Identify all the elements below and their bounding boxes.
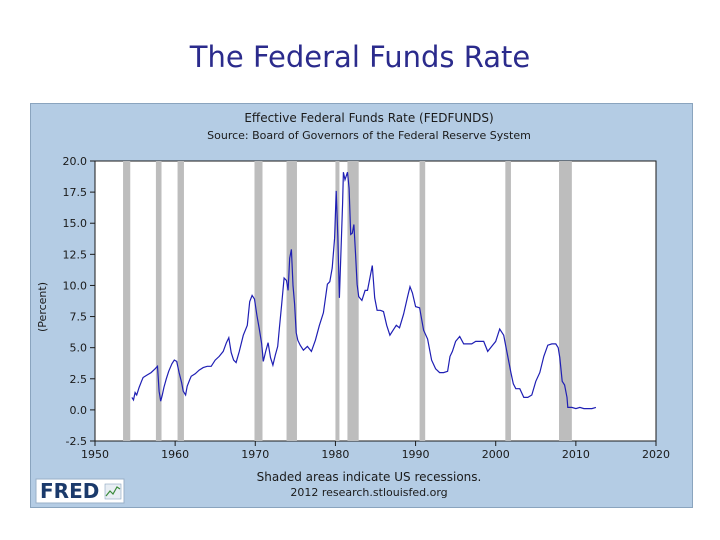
x-tick-label: 2010 [562,448,590,461]
recession-band [559,161,572,441]
recession-shading [123,161,572,441]
y-tick-label: 5.0 [70,342,88,355]
fred-logo-text: FRED [40,479,99,503]
chart-subtitle: Source: Board of Governors of the Federa… [207,129,531,142]
fred-logo: FRED [35,478,125,504]
recession-band [347,161,359,441]
y-tick-label: 20.0 [63,155,88,168]
recession-band [177,161,184,441]
y-tick-label: 0.0 [70,404,88,417]
y-tick-label: 2.5 [70,373,88,386]
fred-logo-chart-icon [104,483,122,500]
y-tick-label: 10.0 [63,279,88,292]
x-tick-label: 1960 [161,448,189,461]
x-tick-label: 1990 [402,448,430,461]
axes: 20.0 17.5 15.0 12.5 10.0 7.5 5.0 2.5 0.0 -2.51950… [63,155,671,461]
recession-band [286,161,297,441]
recession-band [123,161,131,441]
chart-title: Effective Federal Funds Rate (FEDFUNDS) [244,111,493,125]
chart-panel: Effective Federal Funds Rate (FEDFUNDS) … [30,103,693,508]
y-tick-label: 12.5 [63,248,88,261]
slide-title: The Federal Funds Rate [189,40,531,74]
credit-line: 2012 research.stlouisfed.org [290,486,447,499]
y-tick-label: 17.5 [63,186,88,199]
y-axis-label: (Percent) [36,282,49,332]
recession-band [505,161,511,441]
recession-band [335,161,340,441]
x-tick-label: 1970 [241,448,269,461]
fedfunds-line [131,172,597,410]
recession-band [254,161,263,441]
y-tick-label: 7.5 [70,311,88,324]
y-tick-label: -2.5 [66,435,87,448]
recession-band [419,161,426,441]
x-tick-label: 1980 [321,448,349,461]
x-tick-label: 2020 [642,448,670,461]
recession-footnote: Shaded areas indicate US recessions. [257,470,482,484]
y-tick-label: 15.0 [63,217,88,230]
x-tick-label: 1950 [81,448,109,461]
x-tick-label: 2000 [482,448,510,461]
recession-band [155,161,162,441]
fred-chart: Effective Federal Funds Rate (FEDFUNDS) … [35,111,671,504]
